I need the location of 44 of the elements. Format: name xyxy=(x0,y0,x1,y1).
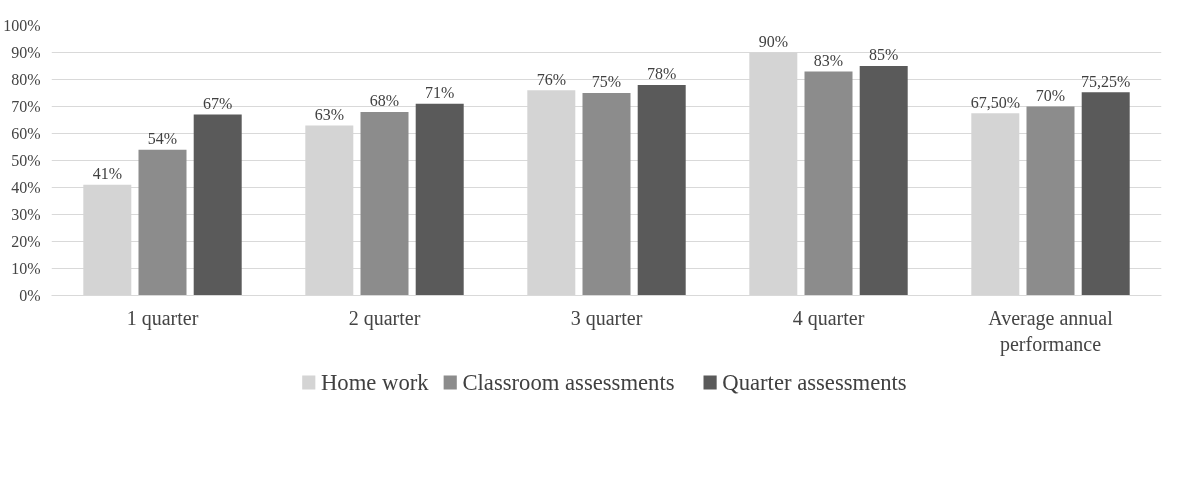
y-tick-label: 20% xyxy=(11,233,41,250)
data-label: 75% xyxy=(591,73,622,91)
data-label: 78% xyxy=(647,65,677,83)
legend-label: Quarter assessments xyxy=(722,370,907,395)
legend-label: Classroom assessments xyxy=(462,370,675,395)
data-label: 67% xyxy=(203,94,233,112)
bar xyxy=(360,111,409,296)
x-tick-label: 3 quarter xyxy=(570,306,643,330)
bar xyxy=(582,93,631,296)
y-tick-label: 0% xyxy=(19,287,41,304)
bar xyxy=(193,114,242,296)
data-label: 68% xyxy=(369,92,400,110)
bar xyxy=(804,71,853,296)
bar xyxy=(1081,92,1130,296)
bar xyxy=(415,103,464,296)
y-tick-label: 60% xyxy=(11,125,41,142)
data-label: 83% xyxy=(813,51,844,69)
x-tick-label: 2 quarter xyxy=(348,306,421,330)
legend-label: Home work xyxy=(321,370,430,395)
data-label: 41% xyxy=(92,165,122,183)
data-label: 63% xyxy=(314,105,344,123)
bar xyxy=(637,84,686,296)
data-label: 71% xyxy=(425,84,455,102)
y-tick-label: 10% xyxy=(11,260,41,277)
y-tick-label: 70% xyxy=(11,98,41,115)
y-tick-label: 100% xyxy=(3,17,41,34)
bar xyxy=(138,149,187,296)
x-tick-label: 1 quarter xyxy=(126,306,199,330)
x-tick-label: 4 quarter xyxy=(792,306,865,330)
y-tick-label: 50% xyxy=(11,152,41,169)
y-tick-label: 80% xyxy=(11,71,41,88)
y-tick-label: 30% xyxy=(11,206,41,223)
data-label: 67,50% xyxy=(970,93,1020,111)
x-tick-label: Average annual performance xyxy=(988,306,1114,356)
data-label: 76% xyxy=(536,70,566,88)
data-label: 54% xyxy=(147,130,178,147)
data-label: 70% xyxy=(1035,86,1066,104)
y-tick-label: 40% xyxy=(11,179,41,196)
data-label: 85% xyxy=(869,46,899,64)
bar xyxy=(859,66,908,296)
y-tick-label: 90% xyxy=(11,44,41,61)
bar xyxy=(1026,106,1075,296)
data-label: 90% xyxy=(758,32,788,50)
data-label: 75,25% xyxy=(1081,72,1131,90)
